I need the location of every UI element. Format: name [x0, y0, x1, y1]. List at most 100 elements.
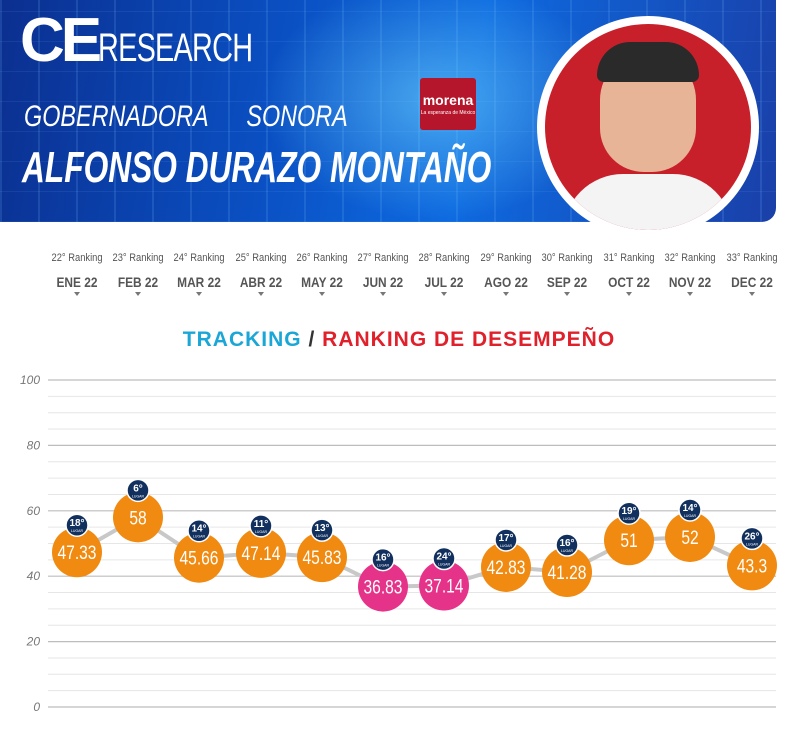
- data-label: 47.33: [58, 542, 97, 564]
- month-label: JUN 22: [362, 274, 404, 290]
- data-label: 43.3: [737, 555, 767, 577]
- month-label: DEC 22: [731, 274, 773, 290]
- candidate-name: ALFONSO DURAZO MONTAÑO: [22, 143, 492, 192]
- tracking-chart: 10080604020047.3318°LUGAR586°LUGAR45.661…: [20, 373, 777, 714]
- y-tick-label: 100: [20, 373, 40, 387]
- place-caption: LUGAR: [377, 564, 390, 568]
- month-tab-mar-22[interactable]: 24° Ranking MAR 22: [169, 252, 229, 296]
- place-caption: LUGAR: [561, 549, 574, 553]
- data-point: [419, 560, 469, 611]
- data-point: [542, 547, 592, 598]
- chevron-down-icon: [749, 292, 755, 296]
- ranking-label: 23° Ranking: [112, 252, 164, 264]
- data-point: [727, 540, 777, 591]
- place-badge: [432, 546, 456, 571]
- month-tab-dec-22[interactable]: 33° Ranking DEC 22: [722, 252, 782, 296]
- place-badge: [126, 478, 150, 503]
- place-caption: LUGAR: [193, 535, 206, 539]
- party-logo: morena La esperanza de México: [420, 78, 476, 130]
- chevron-down-icon: [380, 292, 386, 296]
- month-tab-ene-22[interactable]: 22° Ranking ENE 22: [47, 252, 107, 296]
- place-badge: [249, 514, 273, 538]
- month-label: MAR 22: [177, 274, 221, 290]
- data-label: 47.14: [242, 542, 281, 564]
- ce-research-logo: CERESEARCH: [20, 6, 253, 75]
- month-tab-ago-22[interactable]: 29° Ranking AGO 22: [476, 252, 536, 296]
- y-tick-label: 20: [26, 635, 41, 649]
- ranking-label: 22° Ranking: [51, 252, 103, 264]
- chevron-down-icon: [258, 292, 264, 296]
- place-caption: LUGAR: [71, 529, 84, 533]
- place-label: 18°: [69, 518, 84, 529]
- data-point: [236, 527, 286, 578]
- month-tab-feb-22[interactable]: 23° Ranking FEB 22: [108, 252, 168, 296]
- data-point: [52, 527, 102, 578]
- place-badge: [555, 533, 579, 557]
- ranking-label: 26° Ranking: [296, 252, 348, 264]
- data-point: [174, 532, 224, 583]
- state-text: SONORA: [246, 100, 348, 133]
- place-label: 19°: [621, 506, 636, 517]
- place-caption: LUGAR: [132, 494, 145, 498]
- place-label: 16°: [375, 553, 390, 564]
- data-label: 52: [681, 526, 698, 548]
- place-badge: [371, 547, 395, 572]
- month-tab-may-22[interactable]: 26° Ranking MAY 22: [292, 252, 352, 296]
- data-label: 51: [620, 530, 637, 552]
- chart-title: TRACKING / RANKING DE DESEMPEÑO: [182, 328, 616, 351]
- data-label: 37.14: [425, 575, 464, 597]
- place-label: 17°: [498, 533, 513, 544]
- y-tick-label: 40: [27, 569, 41, 583]
- data-label: 58: [129, 507, 146, 529]
- data-label: 36.83: [364, 576, 403, 598]
- month-tab-sep-22[interactable]: 30° Ranking SEP 22: [537, 252, 597, 296]
- candidate-photo: [537, 16, 759, 238]
- y-tick-label: 0: [33, 700, 40, 714]
- month-tab-abr-22[interactable]: 25° Ranking ABR 22: [231, 252, 291, 296]
- place-badge: [678, 498, 702, 522]
- data-label: 41.28: [548, 562, 587, 584]
- place-caption: LUGAR: [316, 534, 329, 538]
- place-badge: [740, 526, 764, 551]
- place-badge: [617, 501, 641, 525]
- ranking-label: 33° Ranking: [726, 252, 778, 264]
- chevron-down-icon: [319, 292, 325, 296]
- month-selector: 22° Ranking ENE 22 23° Ranking FEB 22 24° Ra…: [0, 252, 798, 312]
- data-label: 45.66: [180, 547, 219, 569]
- place-label: 14°: [191, 524, 206, 535]
- data-label: 42.83: [487, 556, 526, 578]
- role-text: GOBERNADORA: [24, 100, 209, 133]
- month-tab-jun-22[interactable]: 27° Ranking JUN 22: [353, 252, 413, 296]
- ranking-label: 27° Ranking: [357, 252, 409, 264]
- chevron-down-icon: [687, 292, 693, 296]
- data-point: [113, 492, 163, 543]
- chevron-down-icon: [441, 292, 447, 296]
- month-tab-nov-22[interactable]: 32° Ranking NOV 22: [660, 252, 720, 296]
- month-tab-jul-22[interactable]: 28° Ranking JUL 22: [414, 252, 474, 296]
- month-label: AGO 22: [484, 274, 528, 290]
- month-label: SEP 22: [546, 274, 588, 290]
- month-label: JUL 22: [424, 274, 464, 290]
- place-label: 26°: [744, 531, 759, 542]
- chevron-down-icon: [626, 292, 632, 296]
- chevron-down-icon: [74, 292, 80, 296]
- data-point: [481, 541, 531, 592]
- chevron-down-icon: [503, 292, 509, 296]
- data-point: [358, 561, 408, 612]
- data-point: [604, 515, 654, 566]
- place-label: 24°: [436, 552, 451, 563]
- place-label: 11°: [254, 519, 269, 530]
- place-caption: LUGAR: [746, 542, 759, 546]
- ranking-label: 32° Ranking: [664, 252, 716, 264]
- place-caption: LUGAR: [255, 530, 268, 534]
- ranking-label: 29° Ranking: [480, 252, 532, 264]
- month-label: OCT 22: [608, 274, 650, 290]
- place-label: 16°: [559, 538, 574, 549]
- place-badge: [310, 518, 334, 542]
- ranking-label: 31° Ranking: [603, 252, 655, 264]
- data-point: [665, 511, 715, 562]
- month-label: ENE 22: [56, 274, 98, 290]
- place-label: 13°: [314, 523, 329, 534]
- month-tab-oct-22[interactable]: 31° Ranking OCT 22: [599, 252, 659, 296]
- place-label: 14°: [682, 503, 697, 514]
